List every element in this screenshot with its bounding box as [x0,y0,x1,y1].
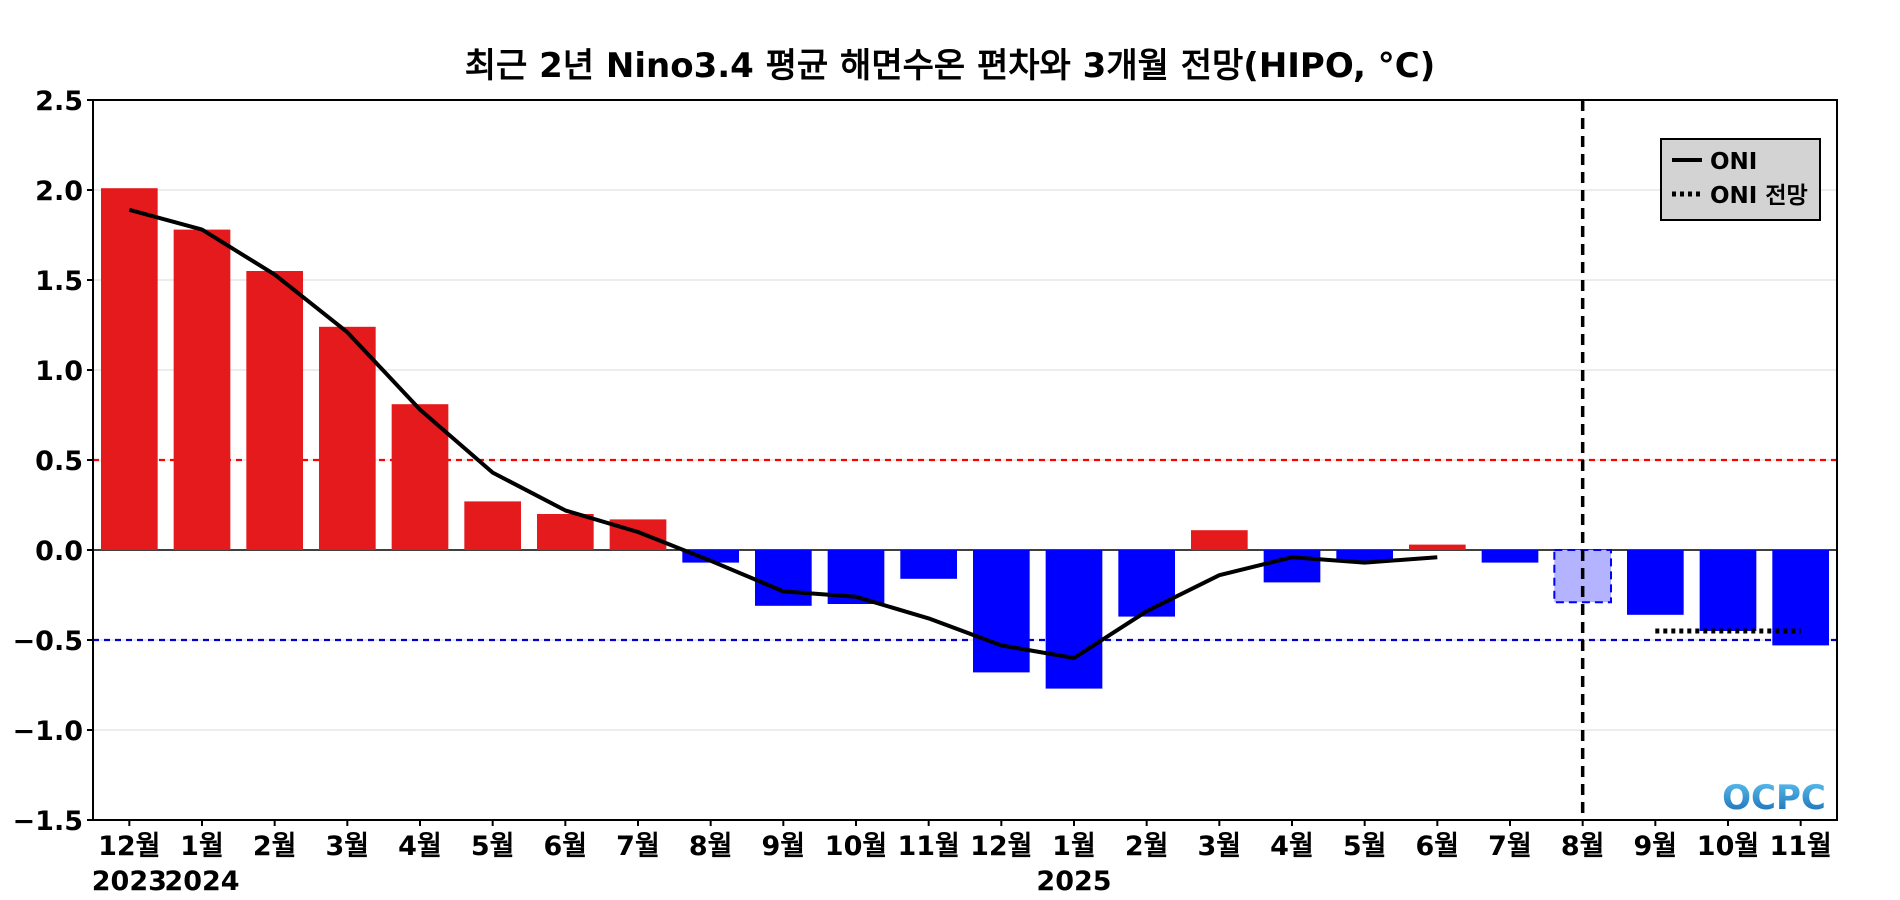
x-tick-label-17: 5월 [1343,831,1387,862]
bar-6 [536,514,594,550]
legend-oni-forecast-label: ONI 전망 [1710,183,1808,209]
x-year-label-1: 2024 [164,866,239,897]
x-tick-label-20: 8월 [1561,831,1605,862]
bar-14 [1118,550,1176,617]
bar-0 [100,188,158,550]
y-tick-label-6: 1.5 [35,266,83,297]
x-year-label-2: 2025 [1036,866,1111,897]
y-tick-label-2: −0.5 [13,626,83,657]
bar-15 [1190,530,1248,550]
y-tick-label-0: −1.5 [13,806,83,837]
y-axis: −1.5 −1.0 −0.5 0.0 0.5 1.0 1.5 2.0 2.5 [13,86,93,837]
x-tick-label-19: 7월 [1488,831,1532,862]
x-tick-label-15: 3월 [1198,831,1242,862]
oni-lines [128,100,1801,820]
x-tick-label-14: 2월 [1125,831,1169,862]
bar-21 [1626,550,1684,615]
x-tick-label-23: 11월 [1769,831,1831,862]
legend: ONI ONI 전망 [1660,138,1821,221]
bar-13 [1045,550,1103,689]
oni-line [128,207,1438,660]
y-tick-label-1: −1.0 [13,716,83,747]
y-tick-label-5: 1.0 [35,356,83,387]
x-year-label-0: 2023 [92,866,167,897]
bar-7 [609,519,667,550]
bar-22 [1699,550,1757,631]
bar-17 [1336,550,1394,561]
x-tick-label-9: 9월 [762,831,806,862]
bar-18 [1408,544,1466,550]
x-tick-label-12: 12월 [970,831,1032,862]
bar-5 [464,501,522,550]
x-tick-label-10: 10월 [825,831,887,862]
x-tick-label-8: 8월 [689,831,733,862]
y-tick-label-3: 0.0 [35,536,83,567]
x-tick-label-6: 6월 [544,831,588,862]
x-tick-label-21: 9월 [1634,831,1678,862]
bar-11 [900,550,958,579]
bar-9 [754,550,812,606]
x-tick-label-7: 7월 [616,831,660,862]
x-tick-label-13: 1월 [1052,831,1096,862]
y-tick-label-8: 2.5 [35,86,83,117]
bars [100,188,1830,689]
bar-3 [318,326,376,550]
reference-lines [93,458,1837,642]
bar-19 [1481,550,1539,563]
x-axis: 12월 1월 2월 3월 4월 5월 6월 7월 8월 9월 10월 11월 12월 1월 2월 3월 4월 5월… [92,820,1832,897]
chart-title: 최근 2년 Nino3.4 평균 해면수온 편차와 3개월 전망(HIPO, °… [465,46,1436,86]
legend-box [1660,138,1821,221]
y-tick-label-7: 2.0 [35,176,83,207]
x-tick-label-0: 12월 [98,831,160,862]
bar-2 [246,271,304,550]
x-tick-label-16: 4월 [1270,831,1314,862]
x-tick-label-1: 1월 [180,831,224,862]
logo-text: OCPC [1722,778,1826,818]
bar-12 [972,550,1030,673]
ocpc-logo: OCPC [1722,778,1826,818]
x-tick-label-5: 5월 [471,831,515,862]
x-tick-label-4: 4월 [398,831,442,862]
x-tick-label-11: 11월 [897,831,959,862]
legend-oni-label: ONI [1710,149,1757,175]
x-tick-label-3: 3월 [326,831,370,862]
bar-1 [173,229,231,550]
x-tick-label-2: 2월 [253,831,297,862]
x-tick-label-18: 6월 [1416,831,1460,862]
bar-16 [1263,550,1321,583]
y-tick-label-4: 0.5 [35,446,83,477]
x-tick-label-22: 10월 [1697,831,1759,862]
